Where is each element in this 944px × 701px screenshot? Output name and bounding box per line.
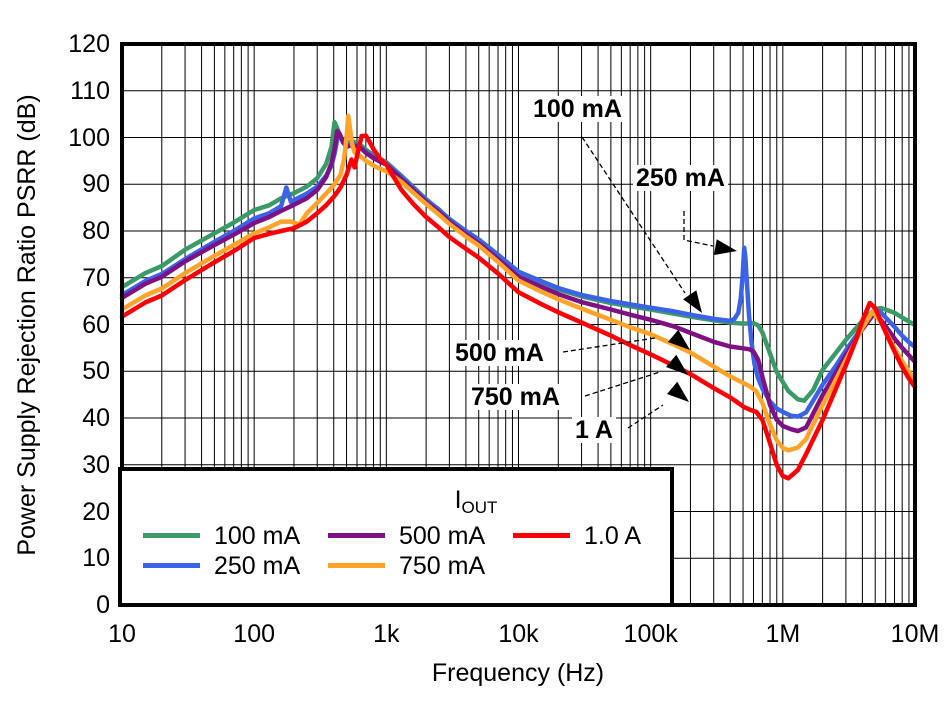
legend-swatch-1-0-a bbox=[513, 533, 570, 538]
x-tick-label-1M: 1M bbox=[765, 620, 801, 648]
annotation-label-250-ma: 250 mA bbox=[633, 165, 728, 191]
x-tick-label-100: 100 bbox=[233, 620, 276, 648]
y-tick-label-100: 100 bbox=[68, 123, 110, 152]
legend-label-250-ma: 250 mA bbox=[214, 552, 301, 580]
y-tick-label-0: 0 bbox=[96, 591, 110, 619]
annotation-label-1-a: 1 A bbox=[572, 417, 616, 443]
legend-label-750-ma: 750 mA bbox=[399, 552, 486, 580]
y-tick-label-110: 110 bbox=[70, 76, 110, 105]
annotation-label-500-ma: 500 mA bbox=[452, 340, 547, 366]
curve-1-0-a bbox=[119, 133, 918, 481]
annotation-label-750-ma: 750 mA bbox=[468, 384, 563, 410]
x-tick-label-10k: 10k bbox=[498, 620, 539, 648]
curve-750-ma bbox=[119, 113, 918, 453]
y-tick-label-90: 90 bbox=[82, 170, 110, 199]
annotation-arrows bbox=[562, 136, 737, 429]
x-axis-title: Frequency (Hz) bbox=[431, 659, 605, 687]
y-tick-label-70: 70 bbox=[82, 263, 110, 292]
y-tick-label-60: 60 bbox=[82, 310, 110, 339]
legend-label-500-ma: 500 mA bbox=[399, 522, 486, 550]
y-tick-label-120: 120 bbox=[68, 30, 110, 58]
y-tick-label-30: 30 bbox=[82, 450, 110, 479]
legend-title: IOUT bbox=[416, 486, 536, 517]
x-tick-label-10: 10 bbox=[108, 620, 136, 648]
curve-250-ma bbox=[119, 130, 918, 419]
legend-label-1-0-a: 1.0 A bbox=[584, 522, 641, 550]
legend-label-100-ma: 100 mA bbox=[214, 522, 301, 550]
y-tick-label-10: 10 bbox=[82, 544, 110, 573]
x-tick-label-1k: 1k bbox=[373, 620, 400, 648]
legend: IOUT 100 mA 500 mA 1.0 A 250 mA 750 mA bbox=[118, 467, 674, 607]
legend-swatch-250-ma bbox=[143, 563, 200, 568]
y-tick-label-40: 40 bbox=[82, 404, 110, 432]
legend-title-symbol: I bbox=[454, 486, 462, 514]
legend-swatch-750-ma bbox=[328, 563, 385, 568]
y-tick-label-20: 20 bbox=[82, 497, 110, 526]
annotation-label-100-ma: 100 mA bbox=[530, 96, 625, 122]
x-tick-label-100k: 100k bbox=[623, 620, 678, 648]
x-tick-label-10M: 10M bbox=[890, 620, 940, 648]
legend-swatch-100-ma bbox=[143, 533, 200, 538]
legend-swatch-500-ma bbox=[328, 533, 385, 538]
y-tick-label-50: 50 bbox=[82, 357, 110, 386]
y-tick-label-80: 80 bbox=[82, 217, 110, 245]
legend-title-subscript: OUT bbox=[461, 498, 498, 517]
